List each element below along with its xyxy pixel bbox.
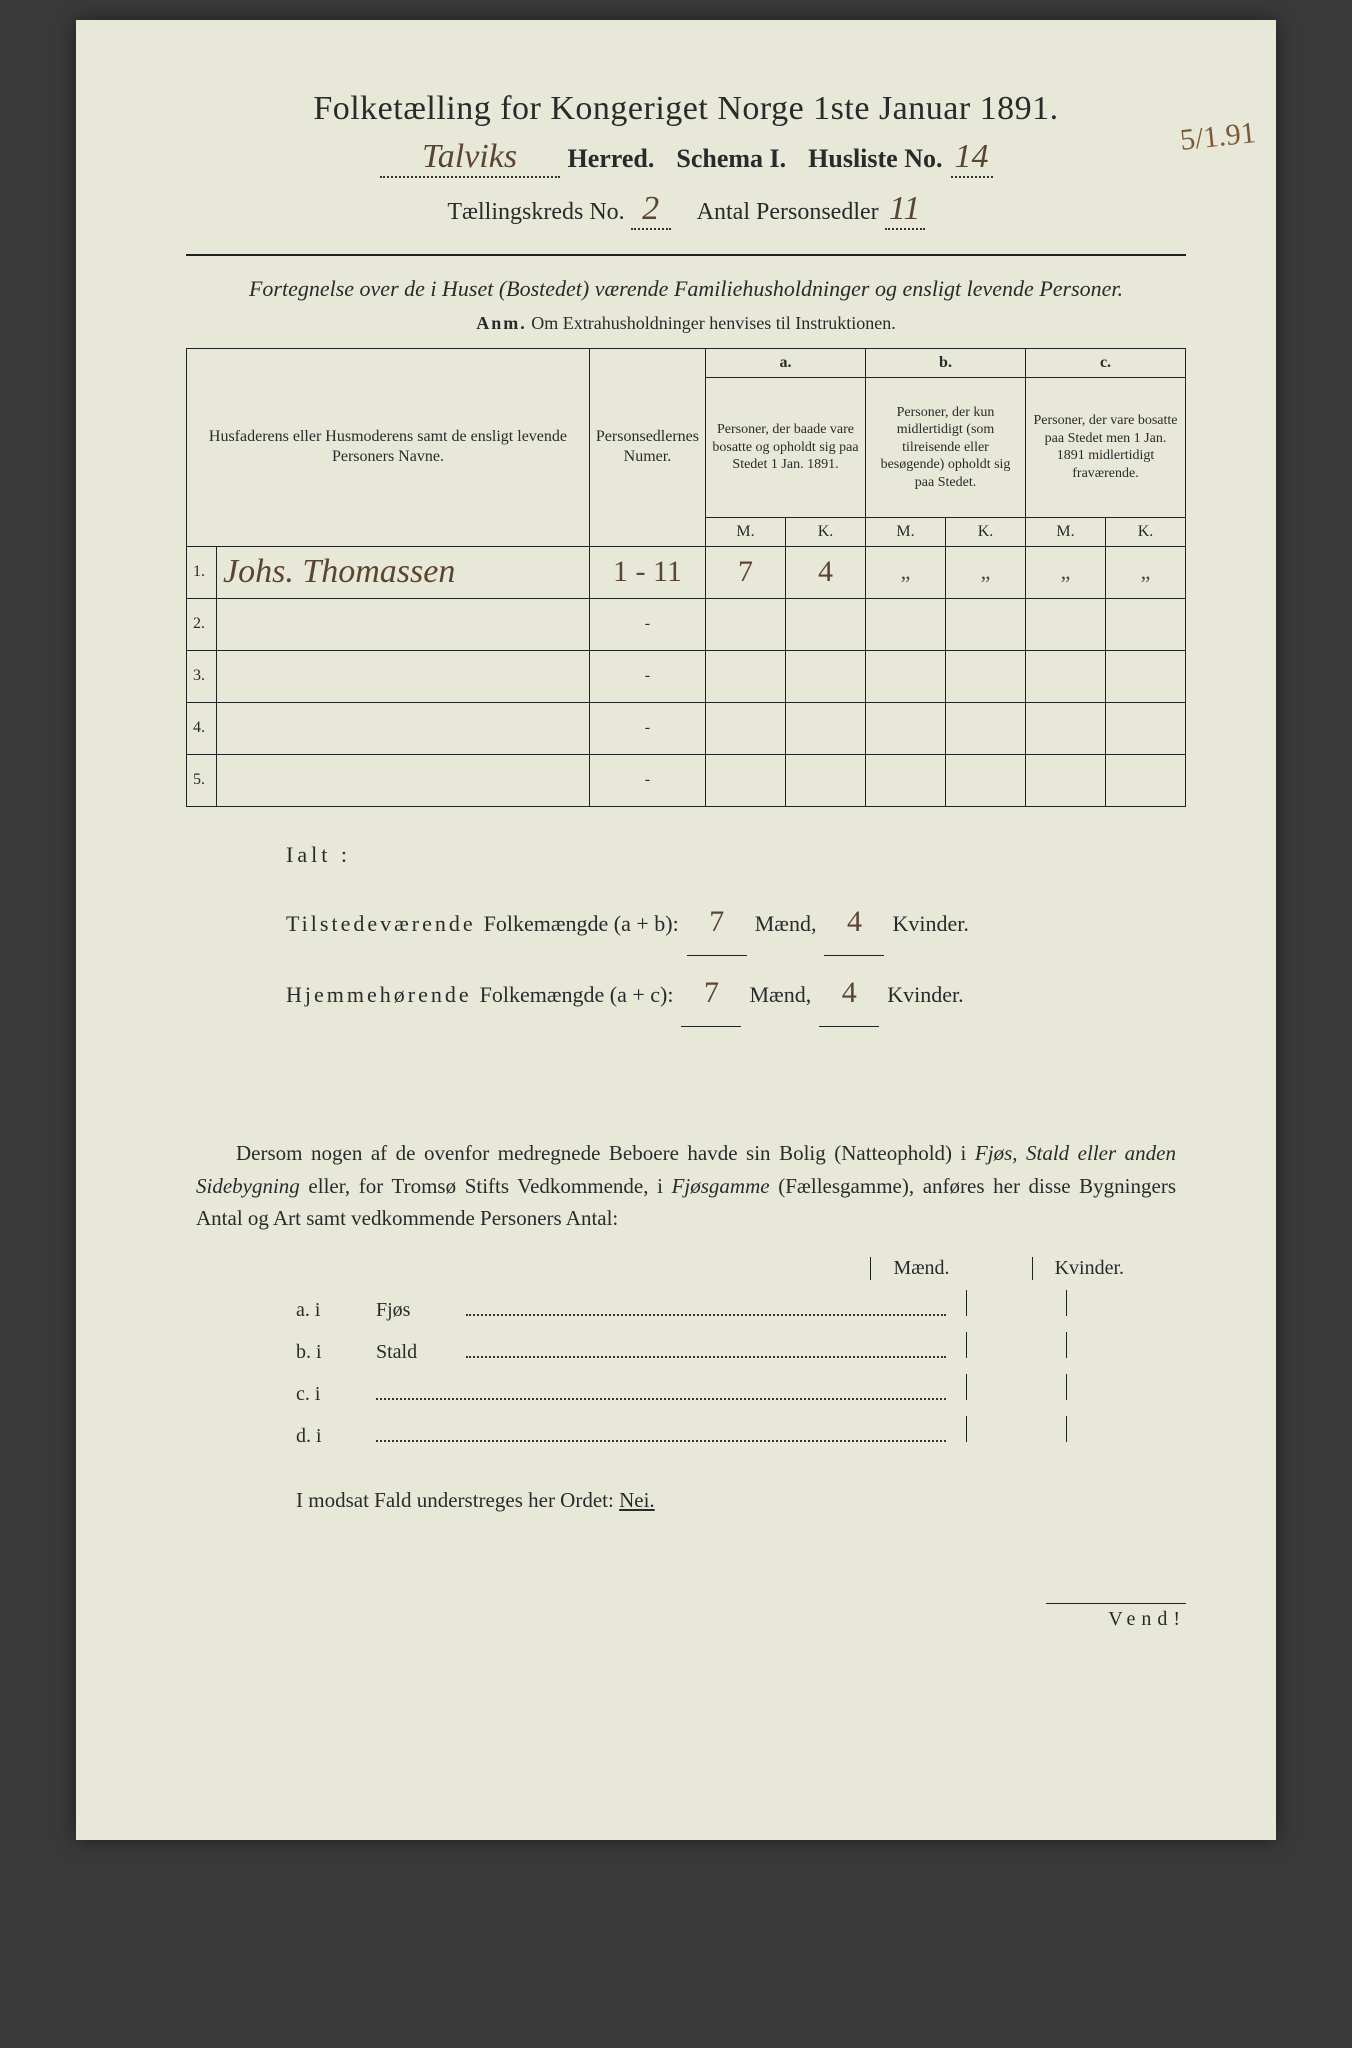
kvinder-header: Kvinder. bbox=[1032, 1257, 1146, 1280]
col-group-c-text: Personer, der vare bosatte paa Stedet me… bbox=[1026, 377, 1186, 517]
table-row: 2. - bbox=[187, 598, 1186, 650]
nei-instruction: I modsat Fald understreges her Ordet: Ne… bbox=[296, 1488, 1186, 1513]
list-item: a. i Fjøs bbox=[296, 1290, 1146, 1322]
anm-label: Anm. bbox=[476, 313, 527, 333]
divider bbox=[186, 254, 1186, 256]
list-item: c. i bbox=[296, 1374, 1146, 1406]
kreds-value: 2 bbox=[631, 190, 671, 230]
outbuilding-list: a. i Fjøs b. i Stald c. i d. i bbox=[296, 1290, 1146, 1448]
census-form-page: 5/1.91 Folketælling for Kongeriget Norge… bbox=[76, 20, 1276, 1840]
col-group-b-label: b. bbox=[866, 348, 1026, 377]
table-row: 1. Johs. Thomassen 1 - 11 7 4 „ „ „ „ bbox=[187, 546, 1186, 598]
ialt-label: Ialt : bbox=[286, 831, 1186, 879]
table-row: 3. - bbox=[187, 650, 1186, 702]
margin-date-note: 5/1.91 bbox=[1179, 116, 1258, 158]
totals-row-resident: Hjemmehørende Folkemængde (a + c): 7 Mæn… bbox=[286, 960, 1186, 1027]
col-group-a-text: Personer, der baade vare bosatte og opho… bbox=[706, 377, 866, 517]
col-c-m: M. bbox=[1026, 517, 1106, 546]
nei-word: Nei. bbox=[619, 1488, 655, 1512]
person-name: Johs. Thomassen bbox=[223, 553, 455, 590]
totals-block: Ialt : Tilstedeværende Folkemængde (a + … bbox=[286, 831, 1186, 1027]
herred-label: Herred. bbox=[568, 144, 655, 174]
anm-text: Om Extrahusholdninger henvises til Instr… bbox=[531, 313, 895, 333]
col-a-m: M. bbox=[706, 517, 786, 546]
anm-line: Anm. Om Extrahusholdninger henvises til … bbox=[186, 313, 1186, 334]
col-header-names: Husfaderens eller Husmoderens samt de en… bbox=[187, 348, 590, 546]
table-row: 4. - bbox=[187, 702, 1186, 754]
antal-label: Antal Personsedler bbox=[697, 199, 879, 226]
form-subtitle: Fortegnelse over de i Huset (Bostedet) v… bbox=[186, 274, 1186, 305]
list-item: d. i bbox=[296, 1416, 1146, 1448]
col-b-m: M. bbox=[866, 517, 946, 546]
antal-value: 11 bbox=[885, 190, 925, 230]
list-item: b. i Stald bbox=[296, 1332, 1146, 1364]
totals-row-present: Tilstedeværende Folkemængde (a + b): 7 M… bbox=[286, 889, 1186, 956]
header-line-herred: Talviks Herred. Schema I. Husliste No. 1… bbox=[186, 138, 1186, 178]
census-table: Husfaderens eller Husmoderens samt de en… bbox=[186, 348, 1186, 807]
main-title: Folketælling for Kongeriget Norge 1ste J… bbox=[186, 90, 1186, 128]
husliste-label: Husliste No. bbox=[808, 144, 942, 174]
census-tbody: 1. Johs. Thomassen 1 - 11 7 4 „ „ „ „ 2.… bbox=[187, 546, 1186, 806]
herred-value: Talviks bbox=[380, 138, 560, 178]
maend-header: Mænd. bbox=[870, 1257, 971, 1280]
header-line-kreds: Tællingskreds No. 2 Antal Personsedler 1… bbox=[186, 190, 1186, 230]
col-group-c-label: c. bbox=[1026, 348, 1186, 377]
kreds-label: Tællingskreds No. bbox=[447, 199, 624, 226]
outbuilding-paragraph: Dersom nogen af de ovenfor medregnede Be… bbox=[196, 1137, 1176, 1235]
col-group-a-label: a. bbox=[706, 348, 866, 377]
col-c-k: K. bbox=[1106, 517, 1186, 546]
col-group-b-text: Personer, der kun midlertidigt (som tilr… bbox=[866, 377, 1026, 517]
col-b-k: K. bbox=[946, 517, 1026, 546]
col-header-numer: Personsedlernes Numer. bbox=[589, 348, 705, 546]
turn-over-label: Vend! bbox=[1046, 1603, 1186, 1631]
schema-label: Schema I. bbox=[676, 144, 786, 174]
mk-column-header: Mænd. Kvinder. bbox=[186, 1257, 1146, 1280]
table-row: 5. - bbox=[187, 754, 1186, 806]
col-a-k: K. bbox=[786, 517, 866, 546]
husliste-value: 14 bbox=[951, 138, 993, 178]
